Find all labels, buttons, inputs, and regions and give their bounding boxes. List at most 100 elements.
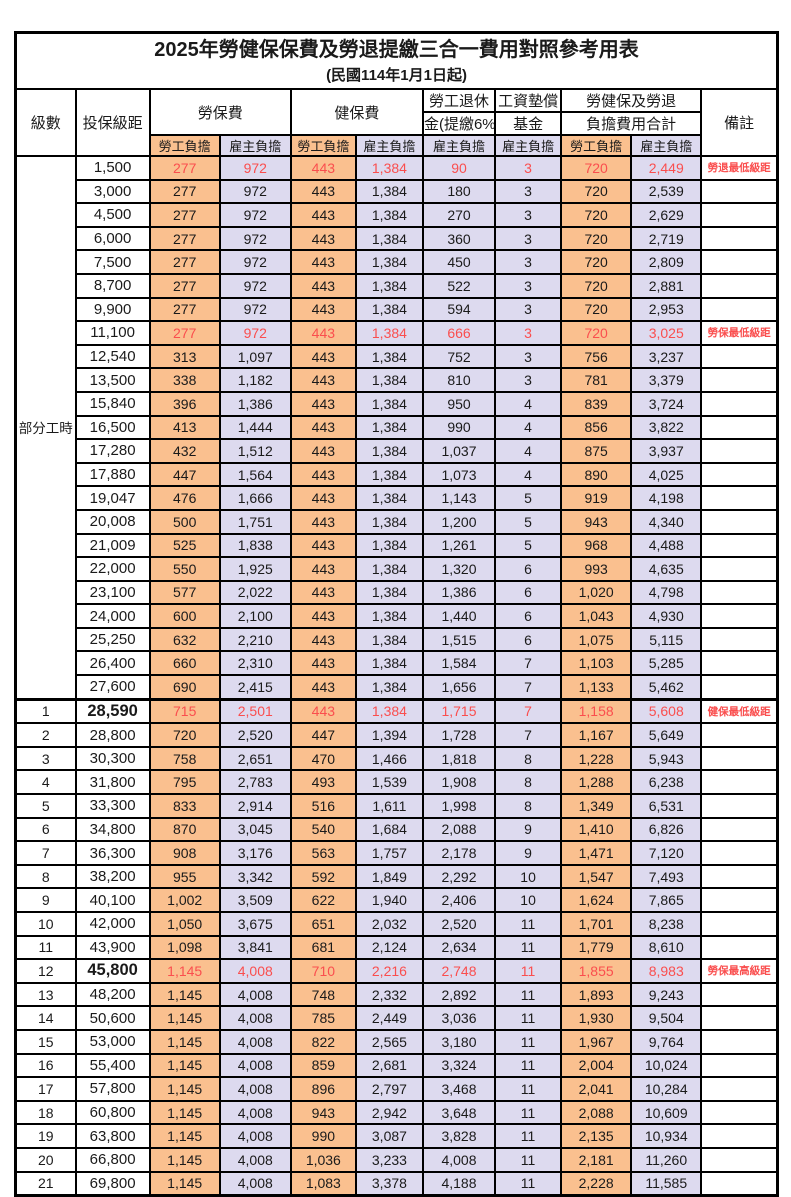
bracket-cell: 22,000 — [74, 556, 151, 582]
hi-employer-cell: 2,032 — [354, 911, 424, 937]
bracket-cell: 6,000 — [74, 225, 151, 252]
li-employee-cell: 632 — [148, 626, 221, 653]
total-employer-cell: 3,724 — [630, 390, 703, 417]
wage-fund-employer-cell: 5 — [494, 532, 563, 559]
pension-employer-cell: 4,008 — [421, 1146, 497, 1173]
table-row: 21,009 525 1,838 443 1,384 1,261 5 968 4,488 — [16, 532, 779, 559]
remark-cell — [700, 579, 779, 606]
col-header-total-line2: 負擔費用合計 — [560, 111, 703, 136]
bracket-cell: 12,540 — [74, 343, 151, 370]
pension-employer-cell: 3,036 — [421, 1005, 497, 1031]
bracket-cell: 66,800 — [74, 1146, 151, 1173]
li-employee-cell: 277 — [148, 320, 221, 346]
hi-employee-cell: 681 — [289, 934, 357, 961]
hi-employer-cell: 1,384 — [354, 296, 424, 323]
wage-fund-employer-cell: 7 — [494, 674, 563, 701]
bracket-cell: 11,100 — [74, 320, 151, 346]
li-employer-cell: 2,310 — [218, 650, 292, 677]
hi-employer-cell: 1,384 — [354, 674, 424, 701]
table-row: 11,100 277 972 443 1,384 666 3 720 3,025 勞保最低級距 — [16, 320, 779, 346]
hi-employer-cell: 1,384 — [354, 249, 424, 275]
hi-employee-cell: 443 — [289, 626, 357, 653]
table-row: 7,500 277 972 443 1,384 450 3 720 2,809 — [16, 249, 779, 275]
total-employee-cell: 1,075 — [560, 626, 633, 653]
bracket-cell: 53,000 — [74, 1028, 151, 1055]
li-employee-cell: 338 — [148, 367, 221, 393]
subheader-hi-employer: 雇主負擔 — [354, 134, 424, 157]
hi-employee-cell: 896 — [289, 1076, 357, 1102]
table-row: 27,600 690 2,415 443 1,384 1,656 7 1,133 5,462 — [16, 674, 779, 701]
total-employer-cell: 4,025 — [630, 461, 703, 488]
li-employee-cell: 1,002 — [148, 887, 221, 913]
total-employer-cell: 11,260 — [630, 1146, 703, 1173]
total-employer-cell: 6,238 — [630, 769, 703, 796]
total-employer-cell: 5,462 — [630, 674, 703, 701]
total-employee-cell: 839 — [560, 390, 633, 417]
total-employee-cell: 1,855 — [560, 958, 633, 984]
remark-cell — [700, 650, 779, 677]
pension-employer-cell: 1,584 — [421, 650, 497, 677]
li-employee-cell: 1,145 — [148, 1170, 221, 1197]
hi-employer-cell: 3,087 — [354, 1123, 424, 1149]
bracket-cell: 36,300 — [74, 840, 151, 866]
table-row: 22,000 550 1,925 443 1,384 1,320 6 993 4,635 — [16, 556, 779, 582]
pension-employer-cell: 2,292 — [421, 863, 497, 890]
pension-employer-cell: 270 — [421, 202, 497, 228]
pension-employer-cell: 1,143 — [421, 485, 497, 511]
li-employer-cell: 1,564 — [218, 461, 292, 488]
bracket-cell: 34,800 — [74, 816, 151, 843]
total-employer-cell: 10,024 — [630, 1052, 703, 1079]
pension-employer-cell: 2,088 — [421, 816, 497, 843]
hi-employee-cell: 443 — [289, 674, 357, 701]
page-subtitle: (民國114年1月1日起) — [326, 67, 467, 84]
total-employer-cell: 10,284 — [630, 1076, 703, 1102]
pension-employer-cell: 1,440 — [421, 603, 497, 629]
level-cell: 8 — [14, 863, 77, 890]
pension-employer-cell: 1,073 — [421, 461, 497, 488]
li-employer-cell: 4,008 — [218, 1170, 292, 1197]
total-employee-cell: 756 — [560, 343, 633, 370]
hi-employee-cell: 493 — [289, 769, 357, 796]
total-employee-cell: 1,624 — [560, 887, 633, 913]
pension-employer-cell: 3,180 — [421, 1028, 497, 1055]
wage-fund-employer-cell: 11 — [494, 934, 563, 961]
table-row: 16,500 413 1,444 443 1,384 990 4 856 3,822 — [16, 414, 779, 441]
total-employee-cell: 1,349 — [560, 793, 633, 819]
wage-fund-employer-cell: 3 — [494, 367, 563, 393]
hi-employer-cell: 1,384 — [354, 225, 424, 252]
wage-fund-employer-cell: 11 — [494, 1028, 563, 1055]
total-employee-cell: 2,135 — [560, 1123, 633, 1149]
bracket-cell: 38,200 — [74, 863, 151, 890]
wage-fund-employer-cell: 6 — [494, 626, 563, 653]
subheader-total-employee: 勞工負擔 — [560, 134, 633, 157]
table-row: 8 38,200 955 3,342 592 1,849 2,292 10 1,547 7,493 — [14, 863, 779, 890]
li-employer-cell: 3,045 — [218, 816, 292, 843]
bracket-cell: 28,590 — [74, 697, 151, 725]
remark-cell — [700, 863, 779, 890]
li-employee-cell: 550 — [148, 556, 221, 582]
bracket-cell: 1,500 — [74, 155, 151, 181]
li-employer-cell: 3,176 — [218, 840, 292, 866]
bracket-cell: 42,000 — [74, 911, 151, 937]
pension-employer-cell: 180 — [421, 178, 497, 205]
table-row: 12 45,800 1,145 4,008 710 2,216 2,748 11 1,855 8,… — [14, 958, 779, 984]
li-employee-cell: 447 — [148, 461, 221, 488]
total-employer-cell: 5,115 — [630, 626, 703, 653]
remark-cell — [700, 1170, 779, 1197]
hi-employee-cell: 443 — [289, 296, 357, 323]
level-cell: 17 — [14, 1076, 77, 1102]
level-cell: 16 — [14, 1052, 77, 1079]
table-row: 2 28,800 720 2,520 447 1,394 1,728 7 1,167 5,649 — [14, 722, 779, 748]
total-employee-cell: 2,004 — [560, 1052, 633, 1079]
table-row: 8,700 277 972 443 1,384 522 3 720 2,881 — [16, 272, 779, 299]
li-employer-cell: 4,008 — [218, 1099, 292, 1126]
hi-employee-cell: 1,083 — [289, 1170, 357, 1197]
wage-fund-employer-cell: 4 — [494, 414, 563, 441]
total-employer-cell: 5,608 — [630, 697, 703, 725]
wage-fund-employer-cell: 5 — [494, 508, 563, 535]
total-employer-cell: 6,531 — [630, 793, 703, 819]
bracket-cell: 9,900 — [74, 296, 151, 323]
wage-fund-employer-cell: 11 — [494, 1146, 563, 1173]
hi-employee-cell: 859 — [289, 1052, 357, 1079]
li-employer-cell: 2,914 — [218, 793, 292, 819]
